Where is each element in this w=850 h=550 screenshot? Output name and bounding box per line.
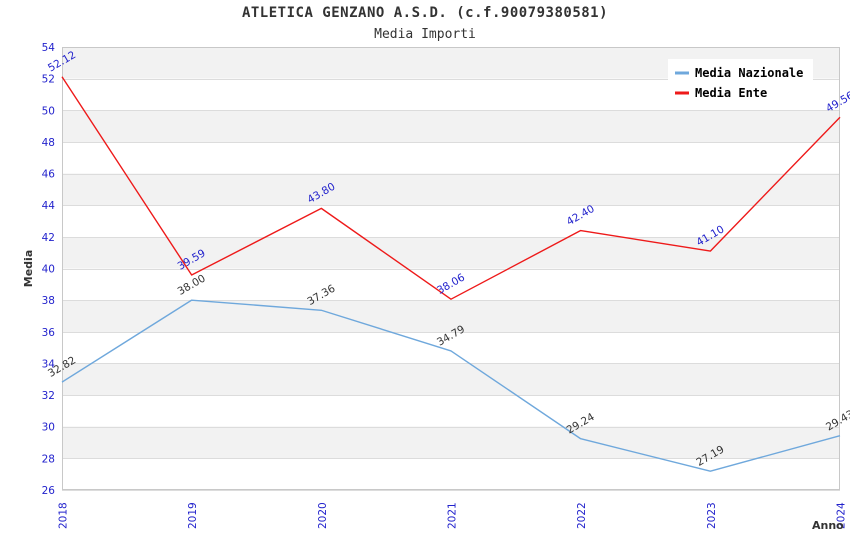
x-axis-title: Anno	[812, 519, 844, 532]
y-tick-label: 38	[42, 295, 55, 307]
plot-band	[62, 236, 840, 269]
x-tick-label: 2018	[58, 502, 70, 529]
plot-band	[62, 205, 840, 237]
series-line-media-ente	[61, 76, 841, 300]
y-tick-label: 54	[42, 42, 56, 54]
axis-titles: Media Anno	[22, 250, 844, 532]
y-tick-label: 48	[42, 137, 55, 149]
y-tick-label: 50	[42, 105, 55, 117]
x-tick-label: 2023	[706, 502, 718, 529]
plot-band	[62, 363, 840, 396]
x-axis-ticks: 2018 2019 2020 2021 2022 2023 2024	[58, 502, 848, 529]
y-axis-ticks: 26 28 30 32 34 36 38 40 42 44 46 48 50 52 54	[42, 42, 56, 497]
y-tick-label: 30	[42, 422, 55, 434]
plot-band	[62, 141, 840, 174]
plot-band	[62, 458, 840, 490]
x-tick-label: 2022	[576, 502, 588, 529]
x-tick-label: 2021	[447, 502, 459, 529]
x-tick-label: 2020	[317, 502, 329, 529]
plot-border	[62, 47, 840, 490]
y-tick-label: 36	[42, 327, 56, 339]
y-tick-label: 28	[42, 453, 55, 465]
legend-entry-media-nazionale: Media Nazionale	[675, 66, 803, 80]
series-line-media-nazionale	[61, 299, 841, 472]
legend-entry-media-ente: Media Ente	[675, 86, 767, 100]
chart-title: ATLETICA GENZANO A.S.D. (c.f.90079380581…	[241, 5, 609, 21]
x-tick-label: 2019	[187, 502, 199, 529]
y-tick-label: 46	[42, 169, 56, 181]
y-tick-label: 32	[42, 390, 55, 402]
y-tick-label: 26	[42, 485, 56, 497]
y-tick-label: 52	[42, 74, 55, 86]
legend: Media Nazionale Media Ente	[668, 59, 813, 102]
y-tick-label: 34	[42, 358, 56, 370]
legend-background	[668, 59, 813, 102]
legend-label: Media Ente	[695, 86, 767, 100]
chart-subtitle: Media Importi	[374, 27, 476, 42]
y-tick-label: 40	[42, 264, 55, 276]
y-tick-label: 42	[42, 232, 55, 244]
plot-band	[62, 173, 840, 206]
plot-band	[62, 110, 840, 142]
plot-band	[62, 331, 840, 364]
plot-band	[62, 426, 840, 459]
legend-label: Media Nazionale	[695, 66, 803, 80]
x-tick-label: 2024	[836, 502, 848, 529]
plot-band	[62, 300, 840, 332]
y-tick-label: 44	[42, 200, 56, 212]
plot-band	[62, 395, 840, 427]
y-axis-title: Media	[22, 250, 35, 287]
